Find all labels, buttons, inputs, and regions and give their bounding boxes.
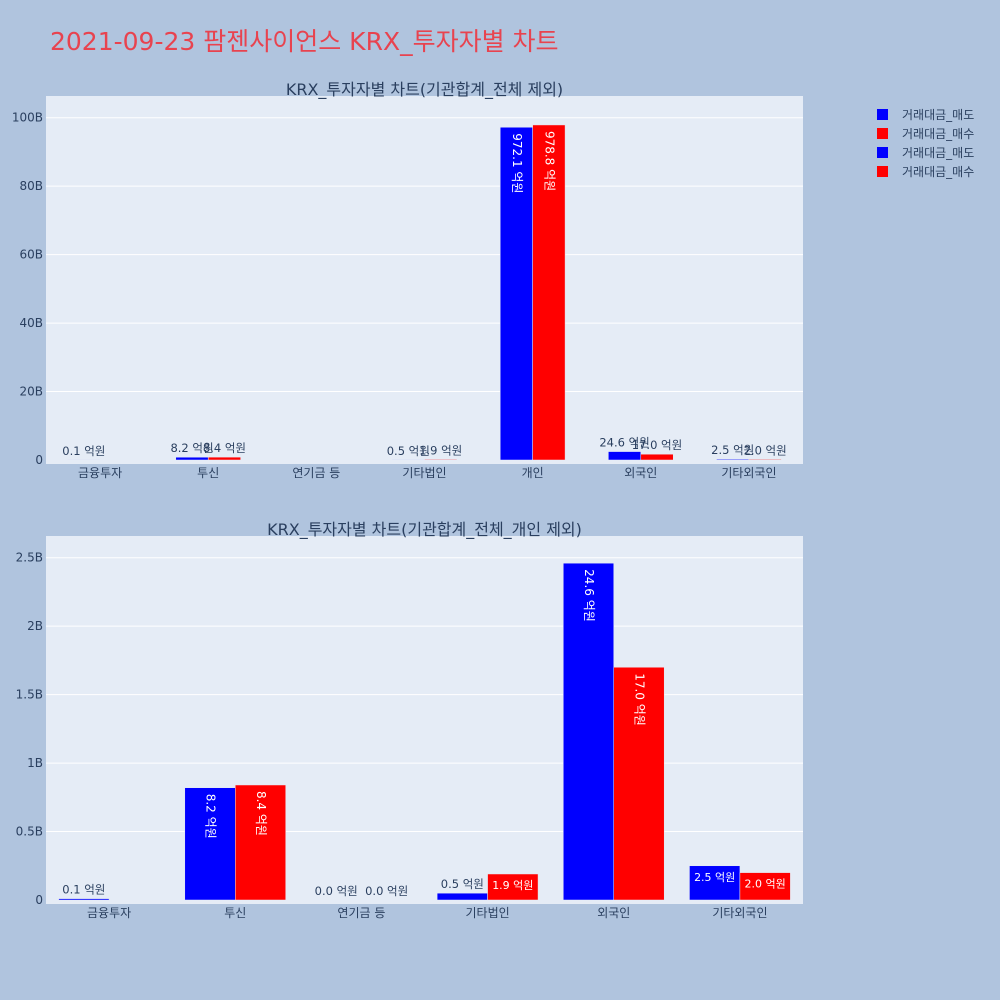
- y-tick-label: 0: [35, 893, 43, 907]
- bar: [424, 459, 458, 461]
- data-label: 24.6 억원: [582, 569, 596, 622]
- data-label: 1.9 억원: [419, 443, 462, 457]
- legend-swatch: [877, 147, 888, 158]
- y-tick-label: 100B: [12, 111, 43, 125]
- bar: [640, 453, 674, 461]
- legend-label: 거래대금_매도: [902, 146, 974, 160]
- data-label: 978.8 억원: [542, 131, 556, 191]
- legend-label: 거래대금_매도: [902, 108, 974, 122]
- y-tick-label: 0: [35, 453, 43, 467]
- x-tick-label: 금융투자: [78, 466, 122, 480]
- bar: [532, 124, 566, 461]
- data-label: 0.1 억원: [62, 444, 105, 458]
- x-tick-label: 금융투자: [87, 906, 131, 920]
- x-tick-label: 연기금 등: [292, 466, 340, 480]
- legend-label: 거래대금_매수: [902, 127, 974, 141]
- data-label: 2.5 억원: [694, 871, 735, 884]
- bar: [436, 892, 488, 901]
- data-label: 0.5 억원: [441, 877, 484, 891]
- plot-area: [46, 536, 803, 904]
- y-tick-label: 40B: [19, 316, 43, 330]
- data-label: 2.0 억원: [744, 443, 787, 457]
- chart-title: KRX_투자자별 차트(기관합계_전체_개인 제외): [267, 520, 582, 540]
- y-tick-label: 1.5B: [16, 688, 43, 702]
- bar: [739, 872, 791, 901]
- y-tick-label: 1B: [27, 756, 43, 770]
- chart-1: KRX_투자자별 차트(기관합계_전체 제외) 0 20B 40B 60B 80B 100…: [12, 80, 803, 480]
- legend-swatch: [877, 128, 888, 139]
- x-tick-label: 기타외국인: [712, 906, 767, 920]
- data-label: 972.1 억원: [510, 133, 524, 193]
- data-label: 2.5 억원: [711, 443, 754, 457]
- bar: [235, 784, 286, 901]
- y-tick-label: 2B: [27, 619, 43, 633]
- x-tick-label: 외국인: [597, 906, 630, 920]
- x-tick-label: 개인: [522, 466, 544, 480]
- page-title: 2021-09-23 팜젠사이언스 KRX_투자자별 차트: [50, 27, 559, 56]
- data-label: 17.0 억원: [632, 673, 646, 726]
- chart-2: KRX_투자자별 차트(기관합계_전체_개인 제외) 0 0.5B 1B 1.5B 2B…: [16, 520, 803, 920]
- data-label: 2.0 억원: [745, 878, 786, 891]
- x-tick-label: 기타외국인: [721, 466, 776, 480]
- data-label: 0.0 억원: [365, 884, 408, 898]
- data-label: 0.5 억원: [387, 444, 430, 458]
- data-label: 0.1 억원: [62, 883, 105, 897]
- y-tick-label: 20B: [19, 385, 43, 399]
- bar: [487, 873, 539, 901]
- data-label: 0.0 억원: [315, 884, 358, 898]
- data-label: 8.2 억원: [204, 794, 218, 839]
- bar: [608, 451, 642, 461]
- y-tick-label: 2.5B: [16, 551, 43, 565]
- chart-title: KRX_투자자별 차트(기관합계_전체 제외): [286, 80, 563, 100]
- bar: [689, 865, 741, 901]
- y-tick-label: 0.5B: [16, 825, 43, 839]
- bar: [716, 458, 750, 461]
- data-label: 17.0 억원: [632, 438, 682, 452]
- x-tick-label: 기타법인: [402, 466, 446, 480]
- bar: [184, 787, 236, 901]
- x-tick-label: 투신: [224, 906, 246, 920]
- x-tick-label: 투신: [197, 466, 219, 480]
- x-tick-label: 연기금 등: [337, 906, 385, 920]
- legend-swatch: [877, 109, 888, 120]
- x-tick-label: 외국인: [624, 466, 657, 480]
- data-label: 8.2 억원: [170, 441, 213, 455]
- y-tick-label: 80B: [19, 179, 43, 193]
- data-label: 8.4 억원: [203, 441, 246, 455]
- plot-area: [46, 96, 803, 464]
- bar: [748, 459, 782, 461]
- legend-swatch: [877, 166, 888, 177]
- data-label: 24.6 억원: [599, 436, 649, 450]
- y-tick-label: 60B: [19, 248, 43, 262]
- x-tick-label: 기타법인: [465, 906, 509, 920]
- data-label: 1.9 억원: [492, 879, 533, 892]
- bar: [58, 898, 110, 901]
- bar: [499, 126, 533, 461]
- bar: [207, 456, 241, 461]
- bar: [175, 456, 209, 461]
- bar: [613, 666, 665, 901]
- legend-label: 거래대금_매수: [902, 165, 974, 179]
- data-label: 8.4 억원: [254, 791, 268, 836]
